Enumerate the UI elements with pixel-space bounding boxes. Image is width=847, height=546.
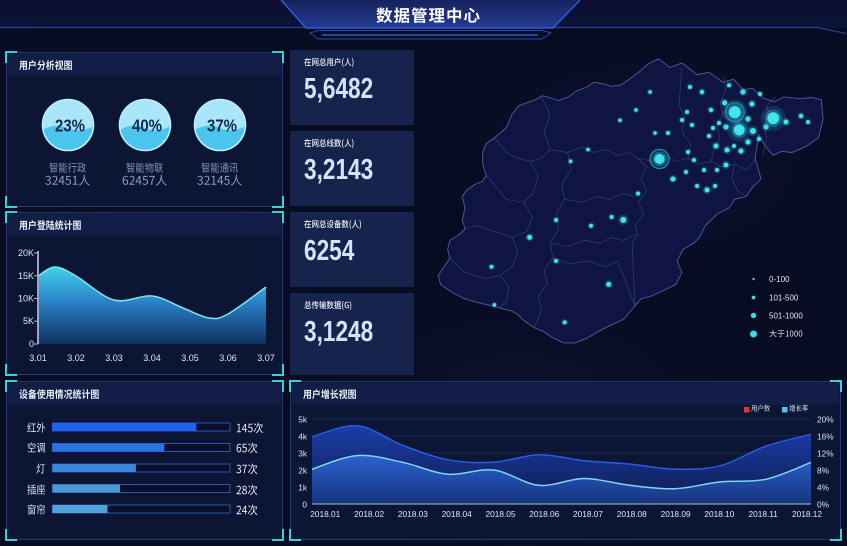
- svg-text:12%: 12%: [817, 449, 834, 459]
- svg-text:3.02: 3.02: [67, 353, 85, 363]
- svg-text:0: 0: [302, 500, 307, 510]
- svg-text:40%: 40%: [132, 116, 162, 136]
- svg-text:2018.03: 2018.03: [398, 509, 428, 519]
- svg-text:23%: 23%: [55, 116, 85, 136]
- svg-text:101-500: 101-500: [769, 294, 799, 303]
- svg-text:3.03: 3.03: [105, 353, 123, 363]
- svg-text:16%: 16%: [817, 432, 834, 442]
- svg-text:20%: 20%: [817, 415, 834, 425]
- svg-text:20K: 20K: [18, 248, 34, 258]
- svg-text:0%: 0%: [817, 500, 830, 510]
- svg-text:2018.05: 2018.05: [486, 509, 516, 519]
- svg-text:2018.06: 2018.06: [529, 509, 559, 519]
- svg-text:0-100: 0-100: [769, 275, 790, 284]
- svg-text:2018.01: 2018.01: [310, 509, 340, 519]
- svg-text:4k: 4k: [298, 432, 308, 442]
- svg-text:2018.09: 2018.09: [661, 509, 691, 519]
- svg-text:8%: 8%: [817, 466, 830, 476]
- svg-text:2018.02: 2018.02: [354, 509, 384, 519]
- svg-text:3k: 3k: [298, 449, 308, 459]
- svg-text:3.05: 3.05: [181, 353, 199, 363]
- svg-text:10K: 10K: [18, 294, 34, 304]
- svg-text:2018.11: 2018.11: [749, 509, 779, 519]
- svg-text:5K: 5K: [23, 316, 34, 326]
- svg-text:0: 0: [29, 339, 34, 349]
- svg-text:3.06: 3.06: [219, 353, 237, 363]
- svg-text:2018.12: 2018.12: [792, 509, 822, 519]
- svg-text:3.04: 3.04: [143, 353, 161, 363]
- svg-text:2018.10: 2018.10: [704, 509, 734, 519]
- svg-text:4%: 4%: [817, 483, 830, 493]
- svg-text:3.07: 3.07: [257, 353, 275, 363]
- svg-text:37%: 37%: [207, 116, 237, 136]
- svg-text:2018.07: 2018.07: [573, 509, 603, 519]
- svg-text:15K: 15K: [18, 271, 34, 281]
- svg-text:3.01: 3.01: [29, 353, 47, 363]
- svg-text:501-1000: 501-1000: [769, 312, 803, 321]
- svg-text:1k: 1k: [298, 483, 308, 493]
- svg-text:5k: 5k: [298, 415, 308, 425]
- svg-text:2k: 2k: [298, 466, 308, 476]
- svg-text:2018.08: 2018.08: [617, 509, 647, 519]
- svg-text:2018.04: 2018.04: [442, 509, 472, 519]
